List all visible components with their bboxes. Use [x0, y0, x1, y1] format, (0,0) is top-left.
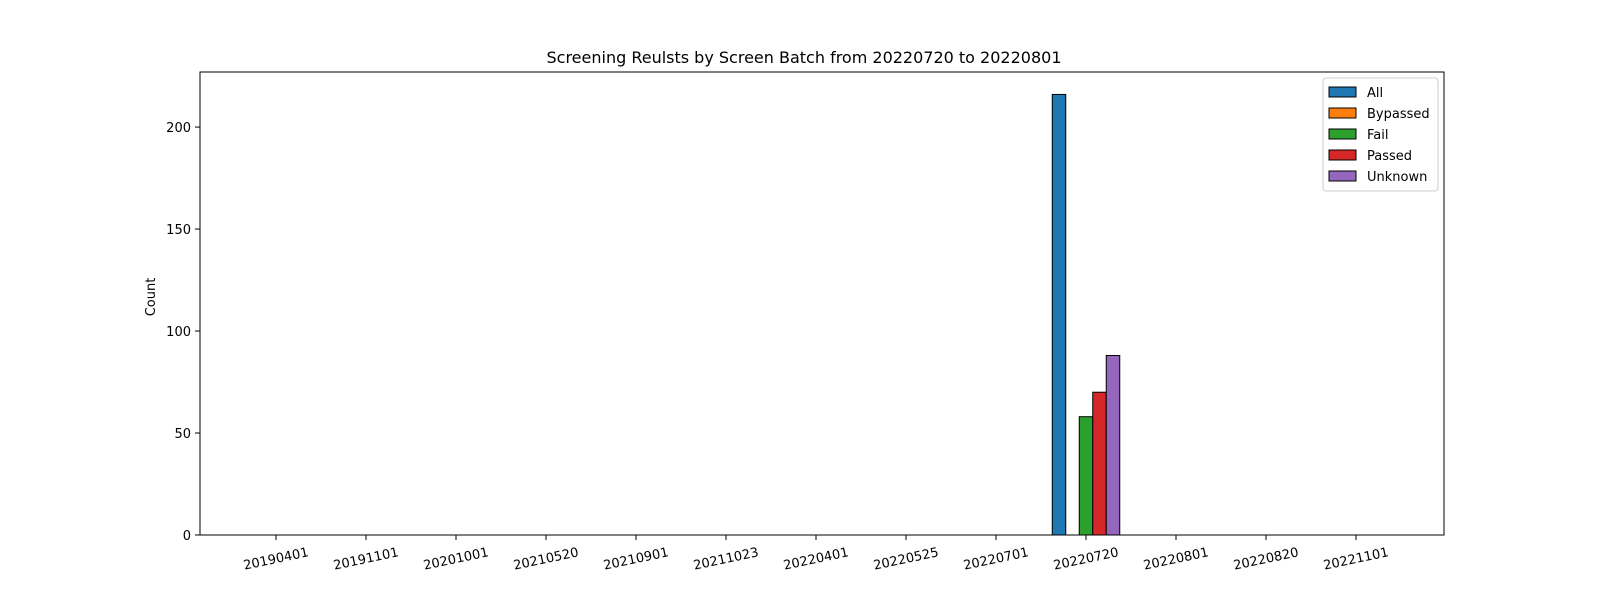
- legend-swatch-passed: [1328, 149, 1357, 161]
- bar-all-20220720: [1051, 93, 1067, 536]
- legend-swatch-all: [1328, 86, 1357, 98]
- y-tick-label: 0: [183, 529, 191, 544]
- bar-unknown-20220720: [1105, 355, 1121, 536]
- chart-title: Screening Reulsts by Screen Batch from 2…: [546, 48, 1061, 67]
- legend-swatch-fail: [1328, 128, 1357, 140]
- plot-area: [199, 71, 1445, 536]
- y-axis-label: Count: [144, 278, 159, 317]
- legend-label-passed: Passed: [1367, 149, 1412, 164]
- axes-frame: [199, 71, 1445, 536]
- bar-passed-20220720: [1092, 391, 1107, 536]
- legend-label-unknown: Unknown: [1367, 170, 1427, 185]
- legend-label-fail: Fail: [1367, 128, 1388, 143]
- legend-swatch-unknown: [1328, 170, 1357, 182]
- y-tick-label: 100: [166, 325, 191, 340]
- y-tick-label: 50: [174, 427, 191, 442]
- y-axis: 0 50 100 150 200: [166, 121, 200, 544]
- y-tick-label: 200: [166, 121, 191, 136]
- legend-swatch-bypassed: [1328, 107, 1357, 119]
- y-tick-label: 150: [166, 223, 191, 238]
- legend-label-all: All: [1367, 86, 1383, 101]
- legend-box: [1322, 77, 1439, 192]
- bar-fail-20220720: [1078, 416, 1094, 536]
- bars: [1051, 93, 1121, 536]
- legend-label-bypassed: Bypassed: [1367, 107, 1430, 122]
- legend: All Bypassed Fail Passed Unknown: [1322, 77, 1439, 192]
